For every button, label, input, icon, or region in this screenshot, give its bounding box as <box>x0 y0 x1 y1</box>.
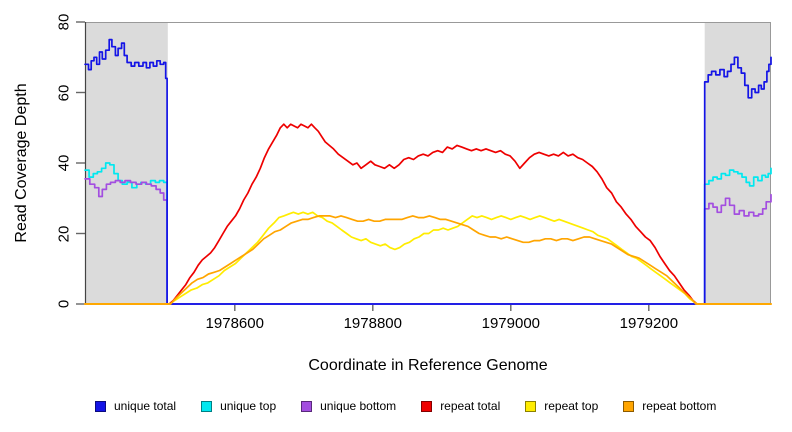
x-tick-label: 1978600 <box>205 315 264 332</box>
x-tick-label: 1979200 <box>619 315 679 332</box>
legend-label: unique bottom <box>320 399 397 413</box>
legend-item-unique-top: unique top <box>201 399 276 413</box>
series-unique-total-line <box>84 38 772 305</box>
repeat-top-swatch <box>525 400 537 412</box>
repeat-bottom-swatch <box>623 400 635 412</box>
y-tick-label: 40 <box>55 154 73 172</box>
x-tick-label: 1978800 <box>343 315 402 332</box>
legend-label: unique total <box>114 399 177 413</box>
legend-item-repeat-top: repeat top <box>525 399 598 413</box>
legend-item-unique-bottom: unique bottom <box>301 399 396 413</box>
x-tick-label: 1979000 <box>481 315 541 332</box>
x-axis-title: Coordinate in Reference Genome <box>308 357 548 374</box>
series-repeat-bottom-line <box>84 215 772 305</box>
legend-label: repeat total <box>440 399 501 413</box>
unique-top-swatch <box>201 400 213 412</box>
legend-item-repeat-total: repeat total <box>421 399 500 413</box>
legend-item-unique-total: unique total <box>95 399 176 413</box>
repeat-region-shade <box>704 22 771 304</box>
legend-item-repeat-bottom: repeat bottom <box>623 399 716 413</box>
y-tick-label: 80 <box>55 13 73 31</box>
legend: unique total unique top unique bottom repea… <box>95 399 716 413</box>
legend-label: unique top <box>220 399 277 413</box>
y-tick-label: 60 <box>55 84 73 101</box>
legend-label: repeat top <box>544 399 599 413</box>
series-repeat-top-line <box>84 211 772 305</box>
unique-bottom-swatch <box>301 400 313 412</box>
plot-area <box>76 21 772 311</box>
coverage-plot-svg <box>76 21 772 311</box>
plot-box <box>85 22 771 304</box>
repeat-total-swatch <box>421 400 433 412</box>
repeat-region-shade <box>85 22 168 304</box>
series-repeat-total-line <box>84 123 772 305</box>
series-unique-bottom-line <box>84 178 772 305</box>
y-tick-label: 0 <box>55 299 73 309</box>
y-tick-label: 20 <box>55 225 73 242</box>
y-axis-title: Read Coverage Depth <box>13 83 30 243</box>
legend-label: repeat bottom <box>642 399 717 413</box>
unique-total-swatch <box>95 400 106 412</box>
